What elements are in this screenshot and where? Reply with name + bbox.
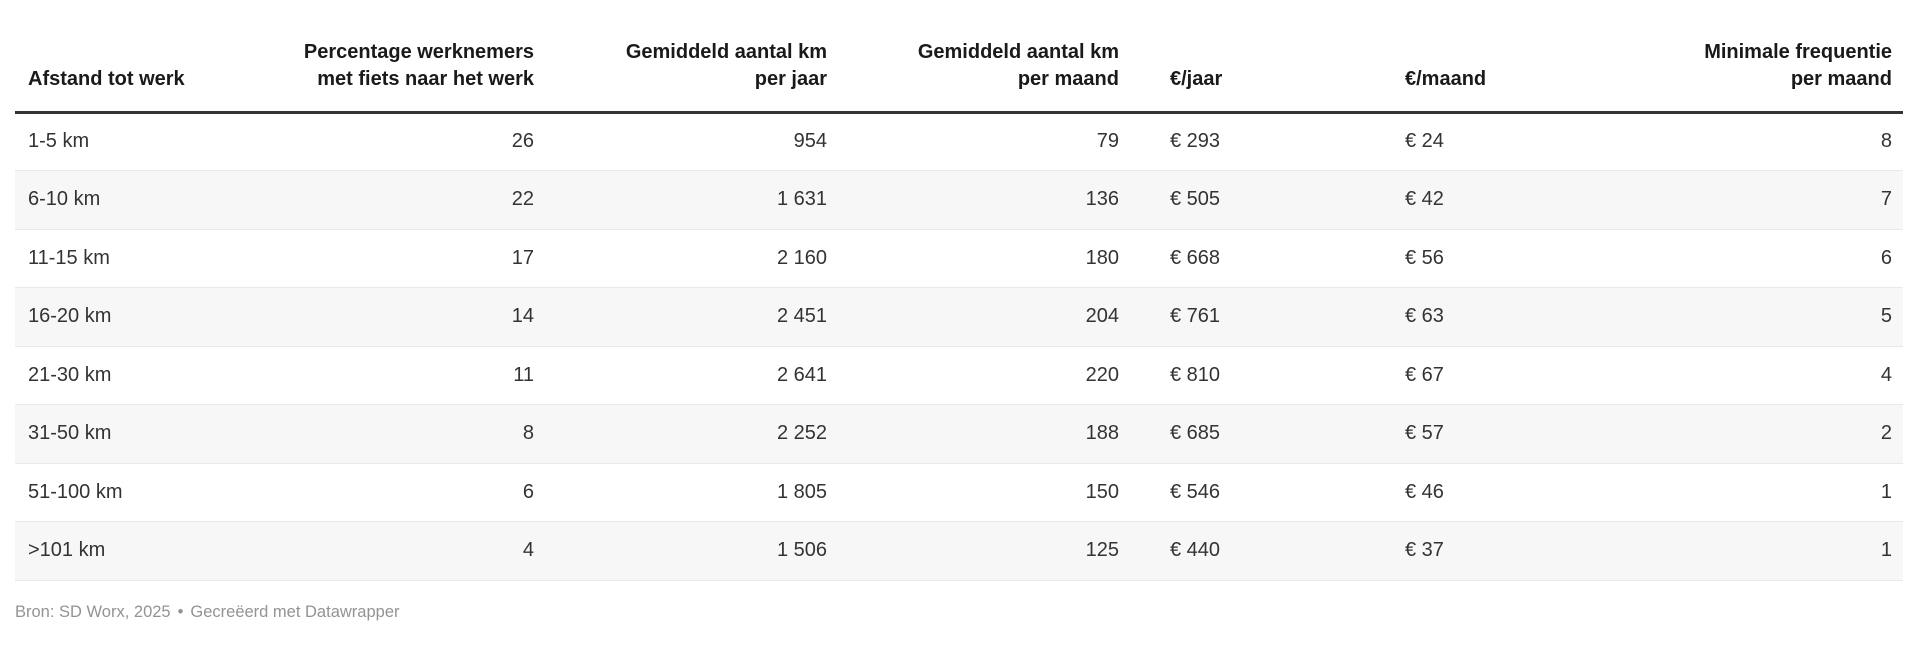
cell-min-frequentie: 7 [1642,170,1903,230]
footer-separator: • [177,602,184,621]
cell-km-maand: 125 [840,521,1132,581]
table-row: 51-100 km 6 1 805 150 € 546 € 46 1 [15,463,1903,522]
table-row: 21-30 km 11 2 641 220 € 810 € 67 4 [15,346,1903,405]
cell-km-maand: 188 [840,404,1132,464]
cell-min-frequentie: 1 [1642,463,1903,522]
col-header-km-maand-line2: per maand [1017,67,1119,90]
cell-km-maand: 79 [840,112,1132,171]
table-row: 11-15 km 17 2 160 180 € 668 € 56 6 [15,229,1903,288]
cell-percentage-fiets: 26 [255,112,547,171]
cell-afstand: 21-30 km [15,346,255,405]
col-header-eur-jaar-line1: €/jaar [1170,67,1223,90]
cell-eur-maand: € 63 [1392,287,1642,347]
cell-eur-maand: € 56 [1392,229,1642,288]
cell-eur-jaar: € 685 [1132,404,1392,464]
col-header-afstand: Afstand tot werk [15,0,255,114]
cell-km-maand: 204 [840,287,1132,347]
cell-eur-maand: € 42 [1392,170,1642,230]
cell-eur-jaar: € 668 [1132,229,1392,288]
table-row: 16-20 km 14 2 451 204 € 761 € 63 5 [15,287,1903,347]
cell-eur-maand: € 24 [1392,112,1642,171]
cell-afstand: 31-50 km [15,404,255,464]
cell-percentage-fiets: 6 [255,463,547,522]
cell-eur-jaar: € 440 [1132,521,1392,581]
cell-percentage-fiets: 17 [255,229,547,288]
cell-percentage-fiets: 11 [255,346,547,405]
cell-eur-jaar: € 810 [1132,346,1392,405]
cell-afstand: 51-100 km [15,463,255,522]
cell-percentage-fiets: 14 [255,287,547,347]
col-header-eur-maand-line1: €/maand [1405,67,1487,90]
cell-km-jaar: 2 252 [547,404,840,464]
cell-percentage-fiets: 22 [255,170,547,230]
cell-eur-jaar: € 761 [1132,287,1392,347]
source-text: Bron: SD Worx, 2025 [15,602,171,621]
col-header-eur-jaar: €/jaar [1132,0,1392,114]
cell-percentage-fiets: 8 [255,404,547,464]
cell-km-jaar: 2 451 [547,287,840,347]
cell-eur-jaar: € 293 [1132,112,1392,171]
cell-km-maand: 150 [840,463,1132,522]
cell-afstand: 16-20 km [15,287,255,347]
cell-min-frequentie: 2 [1642,404,1903,464]
cell-km-maand: 220 [840,346,1132,405]
col-header-km-jaar-line2: per jaar [754,67,827,90]
cell-percentage-fiets: 4 [255,521,547,581]
cell-min-frequentie: 8 [1642,112,1903,171]
col-header-km-maand: Gemiddeld aantal km per maand [840,0,1132,114]
cell-min-frequentie: 5 [1642,287,1903,347]
data-table: Afstand tot werk Percentage werknemers m… [15,0,1903,581]
table-row: 31-50 km 8 2 252 188 € 685 € 57 2 [15,404,1903,464]
cell-eur-maand: € 37 [1392,521,1642,581]
col-header-percentage-fiets-line2: met fiets naar het werk [317,67,534,90]
cell-afstand: 11-15 km [15,229,255,288]
cell-afstand: 1-5 km [15,112,255,171]
cell-min-frequentie: 4 [1642,346,1903,405]
data-table-container: Afstand tot werk Percentage werknemers m… [15,0,1903,581]
cell-min-frequentie: 6 [1642,229,1903,288]
col-header-afstand-line1: Afstand tot werk [28,67,185,90]
datawrapper-attribution-link[interactable]: Gecreëerd met Datawrapper [190,602,400,621]
cell-km-jaar: 2 160 [547,229,840,288]
cell-km-jaar: 1 805 [547,463,840,522]
cell-km-maand: 136 [840,170,1132,230]
header-row: Afstand tot werk Percentage werknemers m… [15,0,1903,114]
col-header-percentage-fiets-line1: Percentage werknemers [303,40,534,63]
table-row: >101 km 4 1 506 125 € 440 € 37 1 [15,521,1903,581]
col-header-km-maand-line1: Gemiddeld aantal km [917,40,1119,63]
cell-km-jaar: 2 641 [547,346,840,405]
cell-min-frequentie: 1 [1642,521,1903,581]
cell-eur-jaar: € 505 [1132,170,1392,230]
col-header-km-jaar: Gemiddeld aantal km per jaar [547,0,840,114]
col-header-km-jaar-line1: Gemiddeld aantal km [625,40,827,63]
col-header-percentage-fiets: Percentage werknemers met fiets naar het… [255,0,547,114]
cell-eur-maand: € 67 [1392,346,1642,405]
col-header-min-frequentie-line1: Minimale frequentie [1704,40,1892,63]
footer: Bron: SD Worx, 2025 • Gecreëerd met Data… [15,603,1903,622]
table-header: Afstand tot werk Percentage werknemers m… [15,0,1903,114]
cell-km-jaar: 954 [547,112,840,171]
cell-km-jaar: 1 506 [547,521,840,581]
table-row: 6-10 km 22 1 631 136 € 505 € 42 7 [15,170,1903,230]
cell-afstand: >101 km [15,521,255,581]
table-body: 1-5 km 26 954 79 € 293 € 24 8 6-10 km 22… [15,112,1903,581]
col-header-min-frequentie: Minimale frequentie per maand [1642,0,1903,114]
cell-eur-maand: € 46 [1392,463,1642,522]
cell-km-jaar: 1 631 [547,170,840,230]
cell-afstand: 6-10 km [15,170,255,230]
col-header-min-frequentie-line2: per maand [1790,67,1892,90]
table-row: 1-5 km 26 954 79 € 293 € 24 8 [15,112,1903,171]
cell-km-maand: 180 [840,229,1132,288]
col-header-eur-maand: €/maand [1392,0,1642,114]
cell-eur-maand: € 57 [1392,404,1642,464]
cell-eur-jaar: € 546 [1132,463,1392,522]
